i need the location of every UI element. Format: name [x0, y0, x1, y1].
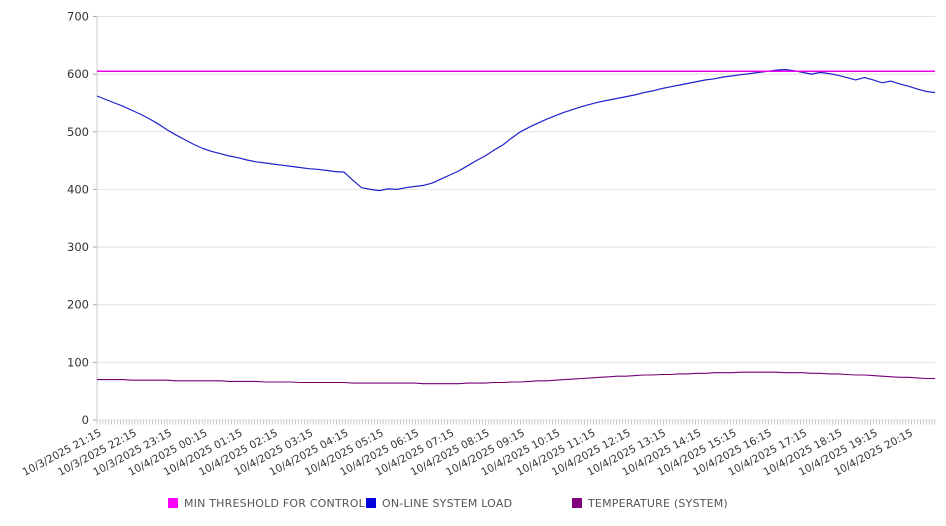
y-axis-label: 500 [67, 125, 89, 139]
legend-swatch-magenta-icon [168, 498, 178, 508]
y-axis-label: 300 [67, 240, 89, 254]
legend-swatch-blue-icon [366, 498, 376, 508]
legend-label: ON-LINE SYSTEM LOAD [382, 496, 513, 510]
legend-item-min-threshold[interactable]: MIN THRESHOLD FOR CONTROL [168, 496, 365, 510]
y-axis-label: 0 [82, 413, 89, 427]
y-axis-label: 100 [67, 355, 89, 369]
legend-swatch-purple-icon [572, 498, 582, 508]
legend-item-online-system-load[interactable]: ON-LINE SYSTEM LOAD [366, 496, 512, 510]
legend-label: TEMPERATURE (SYSTEM) [588, 496, 728, 510]
y-axis-label: 600 [67, 67, 89, 81]
legend-item-temperature-system[interactable]: TEMPERATURE (SYSTEM) [572, 496, 728, 510]
y-axis-label: 200 [67, 298, 89, 312]
system-load-series-line [96, 68, 936, 192]
y-axis-label: 700 [67, 10, 89, 24]
y-axis-label: 400 [67, 182, 89, 196]
legend-label: MIN THRESHOLD FOR CONTROL [184, 496, 365, 510]
temperature-series-line [97, 371, 935, 385]
